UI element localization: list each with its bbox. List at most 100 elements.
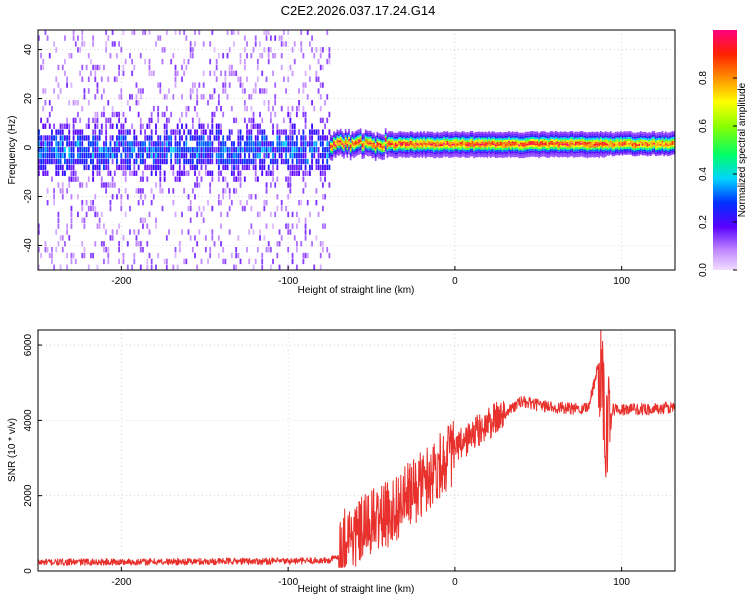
spectrogram-cell: [413, 132, 415, 135]
spectrogram-cell: [361, 156, 364, 159]
spectrogram-cell: [606, 149, 609, 152]
spectrogram-cell: [604, 154, 607, 157]
spectrogram-cell: [609, 146, 612, 149]
spectrogram-cell: [351, 138, 354, 141]
spectrogram-cell: [324, 170, 326, 176]
spectrogram-cell: [551, 150, 554, 153]
spectrogram-cell: [578, 137, 580, 140]
spectrogram-cell: [484, 135, 487, 138]
spectrogram-cell: [534, 131, 537, 134]
spectrogram-cell: [429, 153, 432, 156]
spectrogram-cell: [183, 141, 186, 147]
spectrogram-cell: [558, 149, 560, 152]
spectrogram-cell: [139, 194, 142, 200]
spectrogram-cell: [441, 148, 444, 150]
spectrogram-cell: [579, 154, 582, 157]
spectrogram-cell: [285, 176, 287, 182]
spectrogram-cell: [291, 211, 294, 218]
spectrogram-cell: [454, 150, 457, 153]
spectrogram-cell: [178, 129, 181, 135]
spectrogram-cell: [256, 152, 259, 159]
spectrogram-cell: [126, 100, 129, 106]
spectrogram-cell: [356, 129, 359, 132]
spectrogram-cell: [513, 149, 515, 152]
spectrogram-cell: [401, 134, 404, 137]
snr-x-ticks: -200 -100 0 100: [111, 567, 630, 588]
spectrogram-cell: [98, 152, 101, 159]
spectrogram-cell: [103, 158, 105, 165]
spectrogram-cell: [368, 132, 370, 135]
spectrogram-cell: [384, 139, 387, 142]
spectrogram-cell: [663, 152, 665, 155]
spectrogram-cell: [161, 147, 164, 153]
spectrogram-cell: [51, 141, 53, 147]
spectrogram-cell: [451, 145, 454, 148]
spectrogram-cell: [419, 140, 422, 143]
spectrogram-cell: [120, 123, 123, 129]
spectrogram-cell: [328, 47, 331, 53]
spectrogram-cell: [285, 152, 287, 159]
spectrogram-cell: [53, 123, 56, 129]
spectrogram-cell: [198, 205, 201, 212]
spectrogram-cell: [328, 53, 331, 59]
spectrogram-cell: [163, 158, 166, 165]
spectrogram-cell: [308, 229, 311, 235]
spectrogram-cell: [339, 152, 342, 155]
spectrogram-cell: [304, 252, 307, 259]
spectrogram-cell: [591, 135, 594, 138]
spectrogram-cell: [524, 147, 527, 150]
spectrogram-cell: [671, 133, 674, 136]
spectrogram-cell: [291, 105, 294, 112]
spectrogram-cell: [506, 132, 509, 134]
spectrogram-cell: [354, 152, 357, 155]
spectrogram-cell: [559, 131, 562, 134]
spectrogram-cell: [163, 94, 166, 100]
spectrogram-cell: [434, 132, 437, 135]
spectrogram-cell: [174, 82, 177, 88]
spectrogram-cell: [621, 149, 624, 152]
spectrogram-cell: [446, 131, 449, 134]
spectrogram-cell: [308, 170, 311, 176]
spectrogram-cell: [235, 252, 238, 259]
spectrogram-cell: [139, 141, 142, 147]
spectrogram-cell: [648, 132, 650, 135]
spectrogram-cell: [648, 151, 650, 154]
spectrogram-cell: [368, 130, 370, 133]
spectrogram-cell: [633, 138, 635, 141]
spectrogram-cell: [501, 146, 504, 149]
spectrogram-cell: [463, 135, 465, 138]
spectrogram-cell: [174, 141, 177, 147]
spectrogram-cell: [183, 30, 186, 35]
spectrogram-cell: [48, 252, 51, 259]
spectrogram-cell: [653, 150, 655, 153]
spectrogram-cell: [38, 35, 40, 41]
spectrogram-cell: [333, 133, 335, 136]
spectrogram-cell: [68, 135, 71, 141]
spectrogram-cell: [64, 58, 66, 65]
spectrogram-cell: [346, 151, 349, 154]
spectrogram-cell: [488, 146, 490, 149]
spectrogram-cell: [276, 194, 279, 200]
spectrogram-cell: [211, 141, 214, 147]
spectrogram-cell: [351, 135, 354, 138]
spectrogram-cell: [228, 47, 231, 53]
spectrogram-cell: [594, 141, 597, 144]
spectrogram-cell: [651, 152, 654, 155]
spectrogram-cell: [384, 128, 387, 131]
spectrogram-cell: [618, 132, 620, 135]
spectrogram-cell: [66, 252, 69, 259]
spectrogram-cell: [42, 170, 45, 176]
spectrogram-cell: [603, 136, 605, 139]
spectrogram-cell: [233, 141, 235, 147]
spectrogram-cell: [574, 135, 577, 138]
spectrogram-cell: [661, 136, 664, 139]
spectrogram-cell: [569, 154, 572, 157]
spectrogram-cell: [376, 145, 379, 148]
spectrogram-cell: [356, 149, 359, 152]
spectrogram-cell: [401, 149, 404, 152]
spectrogram-cell: [77, 129, 79, 135]
spectrogram-cell: [591, 149, 594, 152]
spectrogram-cell: [404, 146, 407, 149]
spectrogram-cell: [471, 138, 474, 141]
spectrogram-cell: [591, 133, 594, 136]
